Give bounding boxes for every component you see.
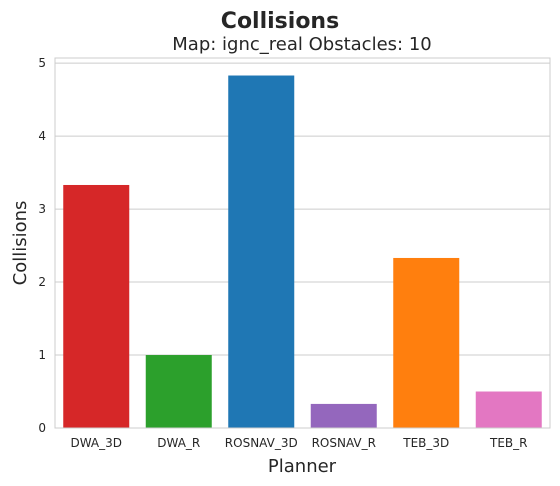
x-tick-label: DWA_R (157, 436, 200, 450)
bar-dwa-r (145, 355, 212, 428)
bar-teb-r (475, 391, 542, 428)
y-tick-label: 0 (38, 421, 46, 435)
y-tick-label: 1 (38, 348, 46, 362)
x-tick-label: TEB_3D (402, 436, 449, 450)
bar-rosnav-3d (228, 75, 295, 428)
plot-frame (54, 57, 551, 429)
y-tick-label: 3 (38, 202, 46, 216)
x-tick-label: ROSNAV_3D (225, 436, 298, 450)
bar-rosnav-r (310, 403, 377, 428)
y-tick-labels: 0 1 2 3 4 5 (38, 56, 46, 435)
chart-subtitle: Map: ignc_real Obstacles: 10 (172, 34, 431, 55)
x-tick-label: TEB_R (489, 436, 527, 450)
y-tick-label: 2 (38, 275, 46, 289)
y-tick-label: 5 (38, 56, 46, 70)
x-axis-label: Planner (268, 456, 337, 477)
x-tick-label: ROSNAV_R (312, 436, 376, 450)
chart-title: Collisions (221, 9, 339, 34)
bar-dwa-3d (63, 184, 130, 428)
bars (63, 75, 542, 428)
y-tick-label: 4 (38, 129, 46, 143)
y-axis-label: Collisions (10, 201, 31, 286)
bar-teb-3d (393, 257, 460, 428)
x-tick-label: DWA_3D (70, 436, 122, 450)
x-tick-labels: DWA_3D DWA_R ROSNAV_3D ROSNAV_R TEB_3D TEB_R (70, 436, 527, 450)
